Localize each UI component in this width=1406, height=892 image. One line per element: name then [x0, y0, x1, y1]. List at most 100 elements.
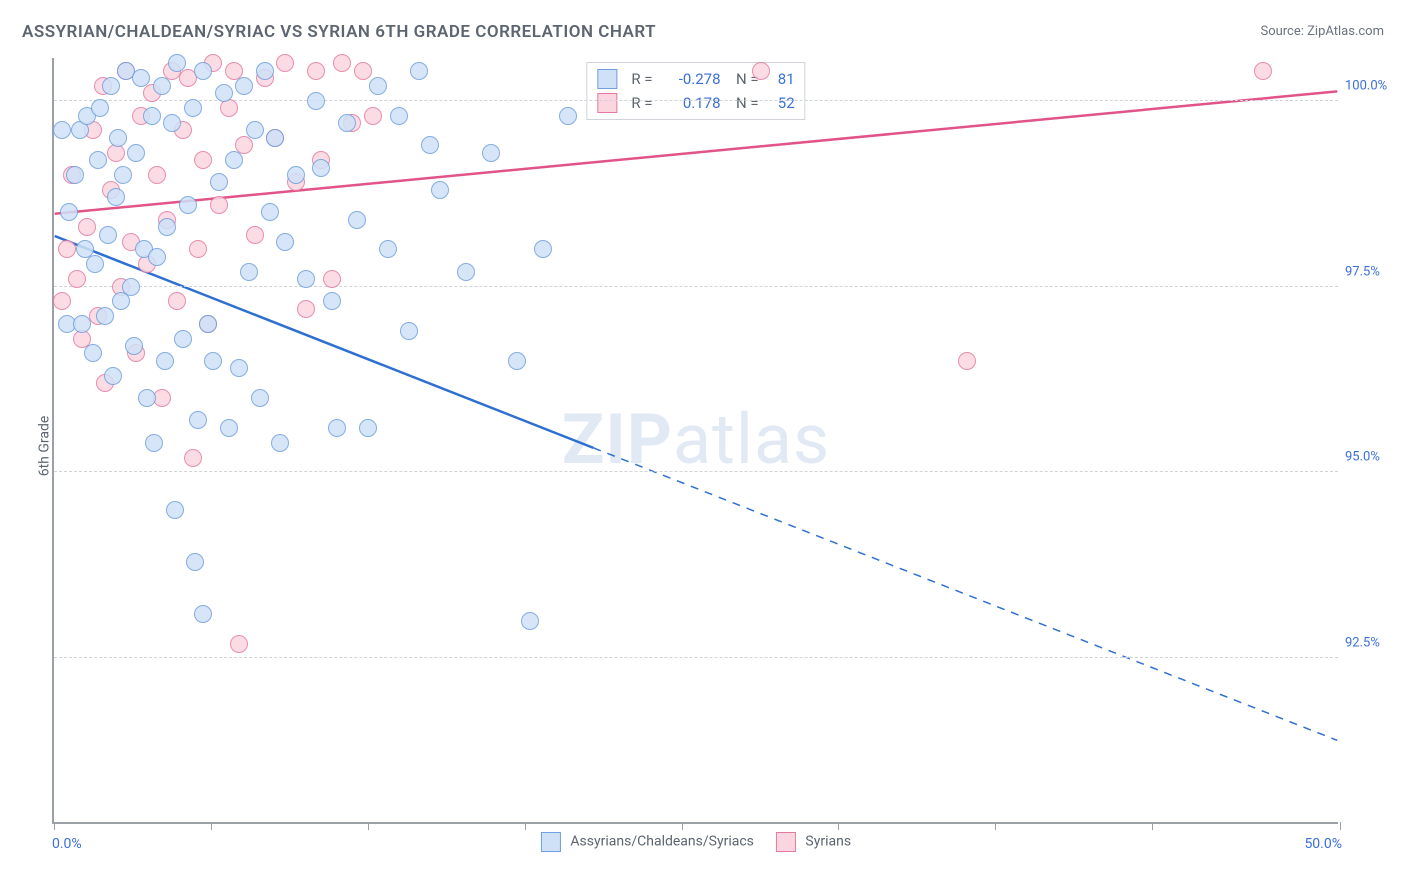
scatter-point	[184, 449, 202, 467]
correlation-legend: R = -0.278 N = 81 R = 0.178 N = 52	[586, 62, 805, 120]
x-tick	[995, 822, 996, 830]
y-tick-label: 100.0%	[1345, 78, 1400, 93]
scatter-point	[99, 226, 117, 244]
x-tick	[525, 822, 526, 830]
trend-lines-layer	[54, 58, 1338, 822]
x-axis-max-label: 50.0%	[1304, 836, 1342, 852]
scatter-point	[68, 270, 86, 288]
scatter-point	[421, 136, 439, 154]
legend-swatch-bottom-1	[541, 832, 561, 852]
scatter-point	[89, 151, 107, 169]
watermark: ZIPatlas	[562, 399, 830, 481]
source-attribution: Source: ZipAtlas.com	[1260, 24, 1384, 39]
chart-title: ASSYRIAN/CHALDEAN/SYRIAC VS SYRIAN 6TH G…	[22, 22, 656, 42]
scatter-point	[348, 211, 366, 229]
scatter-point	[323, 292, 341, 310]
scatter-point	[194, 151, 212, 169]
scatter-point	[156, 352, 174, 370]
x-axis-min-label: 0.0%	[52, 836, 82, 852]
legend-item-1: Assyrians/Chaldeans/Syriacs	[541, 832, 754, 852]
scatter-point	[179, 196, 197, 214]
scatter-point	[338, 114, 356, 132]
scatter-point	[148, 248, 166, 266]
scatter-point	[158, 218, 176, 236]
scatter-point	[400, 322, 418, 340]
gridline	[54, 100, 1338, 101]
scatter-point	[276, 54, 294, 72]
scatter-point	[307, 92, 325, 110]
scatter-point	[168, 292, 186, 310]
scatter-point	[246, 226, 264, 244]
scatter-point	[328, 419, 346, 437]
scatter-point	[86, 255, 104, 273]
scatter-point	[153, 389, 171, 407]
scatter-point	[73, 315, 91, 333]
scatter-point	[410, 62, 428, 80]
scatter-point	[276, 233, 294, 251]
scatter-point	[138, 389, 156, 407]
legend-r-label: R =	[631, 91, 652, 115]
gridline	[54, 657, 1338, 658]
scatter-point	[225, 151, 243, 169]
legend-n-value-1: 81	[767, 67, 795, 91]
legend-swatch-bottom-2	[776, 832, 796, 852]
scatter-point	[521, 612, 539, 630]
scatter-point	[60, 203, 78, 221]
scatter-point	[559, 107, 577, 125]
watermark-bold: ZIP	[562, 399, 673, 481]
scatter-point	[307, 62, 325, 80]
scatter-point	[127, 144, 145, 162]
scatter-point	[246, 121, 264, 139]
scatter-point	[145, 434, 163, 452]
scatter-point	[354, 62, 372, 80]
scatter-point	[240, 263, 258, 281]
scatter-point	[256, 62, 274, 80]
x-tick	[838, 822, 839, 830]
scatter-point	[534, 240, 552, 258]
legend-r-label: R =	[631, 67, 652, 91]
scatter-point	[125, 337, 143, 355]
scatter-point	[153, 77, 171, 95]
scatter-point	[364, 107, 382, 125]
scatter-point	[235, 77, 253, 95]
scatter-point	[431, 181, 449, 199]
legend-item-2: Syrians	[776, 832, 851, 852]
scatter-point	[1254, 62, 1272, 80]
legend-label-1: Assyrians/Chaldeans/Syriacs	[570, 834, 753, 850]
x-tick	[1340, 822, 1341, 830]
scatter-point	[186, 553, 204, 571]
scatter-point	[66, 166, 84, 184]
scatter-point	[457, 263, 475, 281]
scatter-point	[109, 129, 127, 147]
scatter-point	[102, 77, 120, 95]
scatter-point	[166, 501, 184, 519]
scatter-point	[287, 166, 305, 184]
scatter-point	[112, 292, 130, 310]
scatter-point	[261, 203, 279, 221]
x-tick	[1152, 822, 1153, 830]
scatter-point	[266, 129, 284, 147]
scatter-point	[122, 278, 140, 296]
scatter-point	[958, 352, 976, 370]
y-tick-label: 92.5%	[1345, 636, 1400, 651]
legend-label-2: Syrians	[805, 834, 851, 850]
scatter-point	[752, 62, 770, 80]
scatter-point	[323, 270, 341, 288]
legend-r-value-1: -0.278	[661, 67, 721, 91]
scatter-point	[132, 69, 150, 87]
y-tick-label: 95.0%	[1345, 450, 1400, 465]
scatter-point	[189, 411, 207, 429]
scatter-point	[91, 99, 109, 117]
scatter-point	[230, 359, 248, 377]
x-tick	[368, 822, 369, 830]
x-tick	[211, 822, 212, 830]
scatter-point	[215, 84, 233, 102]
legend-swatch-2	[597, 93, 617, 113]
scatter-point	[107, 188, 125, 206]
scatter-point	[230, 635, 248, 653]
scatter-point	[58, 240, 76, 258]
scatter-point	[210, 196, 228, 214]
scatter-point	[333, 54, 351, 72]
scatter-point	[148, 166, 166, 184]
scatter-point	[53, 292, 71, 310]
